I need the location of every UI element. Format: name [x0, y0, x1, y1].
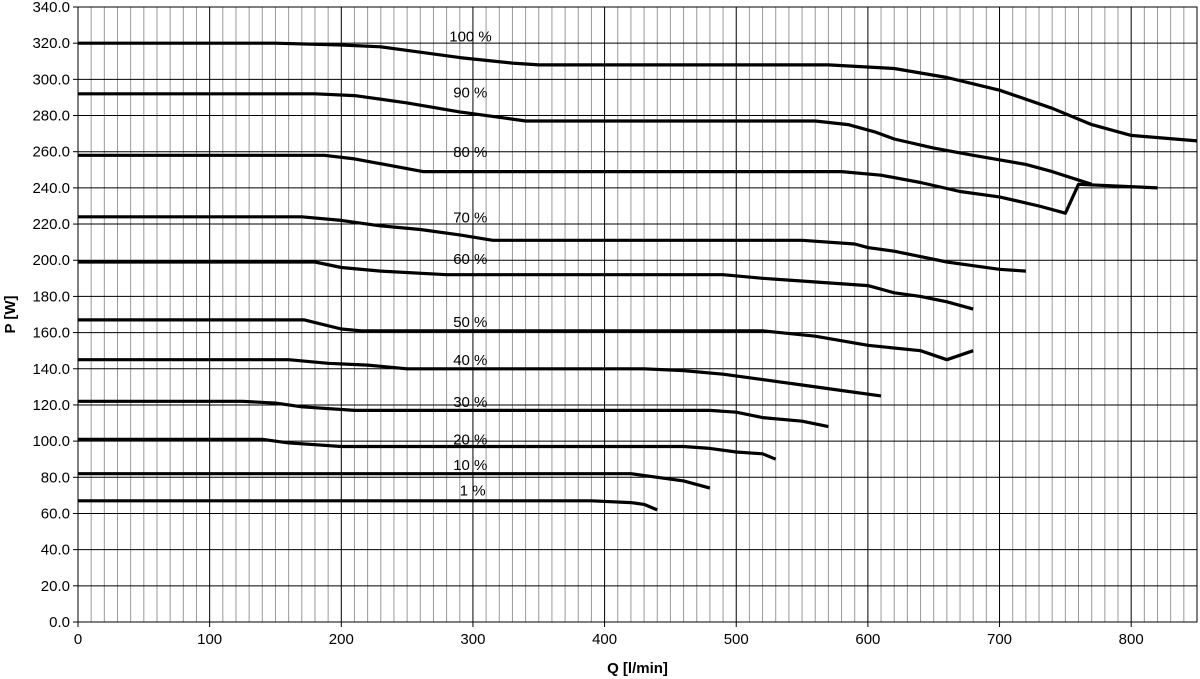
y-tick-label: 60.0: [41, 505, 70, 522]
x-tick-label: 0: [74, 631, 82, 648]
series-label: 80 %: [453, 144, 487, 161]
x-tick-label: 800: [1119, 631, 1144, 648]
x-tick-label: 100: [197, 631, 222, 648]
plot-frame: [77, 6, 1198, 623]
y-axis-title: P [W]: [2, 295, 19, 333]
y-tick-label: 180.0: [32, 288, 70, 305]
y-tick-label: 140.0: [32, 361, 70, 378]
series-label: 40 %: [453, 352, 487, 369]
major-grid: [78, 7, 1197, 622]
y-tick-label: 160.0: [32, 325, 70, 342]
series-line: [78, 499, 658, 512]
series-label: 50 %: [453, 314, 487, 331]
series-lines: [78, 41, 1198, 512]
y-tick-label: 0.0: [49, 614, 70, 631]
series-line: [78, 437, 777, 461]
x-tick-label: 700: [987, 631, 1012, 648]
x-tick-label: 600: [855, 631, 880, 648]
series-line: [78, 215, 1027, 273]
y-tick-label: 100.0: [32, 433, 70, 450]
x-tick-label: 300: [460, 631, 485, 648]
y-tick-label: 300.0: [32, 71, 70, 88]
series-line: [78, 358, 882, 398]
series-line: [78, 472, 711, 490]
y-tick-label: 340.0: [32, 0, 70, 16]
y-tick-label: 120.0: [32, 397, 70, 414]
x-tick-label: 400: [592, 631, 617, 648]
y-tick-label: 40.0: [41, 542, 70, 559]
minor-grid: [90, 7, 1185, 622]
series-label: 1 %: [460, 482, 486, 499]
y-tick-label: 280.0: [32, 108, 70, 125]
x-tick-label: 200: [329, 631, 354, 648]
series-line: [78, 41, 1198, 143]
series-line: [78, 153, 1158, 215]
y-tick-label: 80.0: [41, 469, 70, 486]
series-label: 10 %: [453, 457, 487, 474]
y-tick-label: 320.0: [32, 35, 70, 52]
series-line: [78, 92, 1093, 186]
y-tick-label: 20.0: [41, 578, 70, 595]
series-label: 100 %: [449, 28, 492, 45]
x-axis-title: Q [l/min]: [607, 660, 668, 677]
series-label: 30 %: [453, 394, 487, 411]
y-axis-tick-labels: 0.0 20.0 40.0 60.0 80.0 100.0 120.0 140.0 160.0 1…: [32, 0, 78, 631]
series-line: [78, 260, 974, 311]
y-tick-label: 220.0: [32, 216, 70, 233]
series-label: 70 %: [453, 209, 487, 226]
series-line: [78, 399, 829, 429]
y-tick-label: 240.0: [32, 180, 70, 197]
y-tick-label: 260.0: [32, 144, 70, 161]
series-label: 90 %: [453, 84, 487, 101]
x-tick-label: 500: [724, 631, 749, 648]
series-line: [78, 318, 974, 362]
series-label: 60 %: [453, 251, 487, 268]
x-axis-tick-labels: 0 100 200 300 400 500 600 700 800: [74, 622, 1144, 648]
series-label: 20 %: [453, 432, 487, 449]
y-tick-label: 200.0: [32, 252, 70, 269]
series-labels: 100 % 90 % 80 % 70 % 60 % 50 % 40 % 30 % 20 % 10 …: [449, 28, 492, 499]
